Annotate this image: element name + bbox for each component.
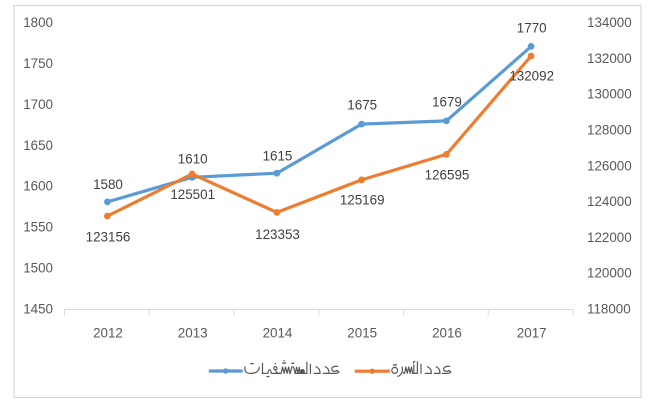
svg-text:2016: 2016 xyxy=(432,326,462,341)
svg-text:1750: 1750 xyxy=(23,56,53,71)
svg-text:132000: 132000 xyxy=(587,51,632,66)
svg-text:118000: 118000 xyxy=(587,302,631,317)
svg-text:125501: 125501 xyxy=(170,187,215,202)
svg-text:2015: 2015 xyxy=(347,326,377,341)
svg-text:123353: 123353 xyxy=(255,227,300,242)
svg-text:1580: 1580 xyxy=(93,177,123,192)
svg-text:128000: 128000 xyxy=(587,122,632,137)
svg-text:1800: 1800 xyxy=(23,15,53,30)
svg-text:2014: 2014 xyxy=(263,326,293,341)
svg-text:124000: 124000 xyxy=(587,194,632,209)
svg-text:1600: 1600 xyxy=(23,179,53,194)
svg-text:2017: 2017 xyxy=(517,326,547,341)
svg-text:120000: 120000 xyxy=(587,266,632,281)
svg-text:1550: 1550 xyxy=(23,220,53,235)
svg-text:122000: 122000 xyxy=(587,230,632,245)
svg-text:1615: 1615 xyxy=(263,149,293,164)
svg-text:1500: 1500 xyxy=(23,261,53,276)
svg-text:1770: 1770 xyxy=(517,20,547,35)
svg-text:2012: 2012 xyxy=(93,326,123,341)
svg-text:130000: 130000 xyxy=(587,87,632,102)
svg-text:132092: 132092 xyxy=(509,69,554,84)
svg-text:125169: 125169 xyxy=(340,193,385,208)
svg-text:2013: 2013 xyxy=(178,326,208,341)
svg-text:123156: 123156 xyxy=(86,229,131,244)
svg-text:126000: 126000 xyxy=(587,158,632,173)
svg-text:126595: 126595 xyxy=(425,168,470,183)
svg-text:1679: 1679 xyxy=(432,95,462,110)
svg-text:1700: 1700 xyxy=(23,97,53,112)
svg-text:1450: 1450 xyxy=(23,302,53,317)
svg-text:1610: 1610 xyxy=(178,152,208,167)
svg-text:1675: 1675 xyxy=(347,98,377,113)
svg-text:1650: 1650 xyxy=(23,138,53,153)
svg-text:134000: 134000 xyxy=(587,15,632,30)
